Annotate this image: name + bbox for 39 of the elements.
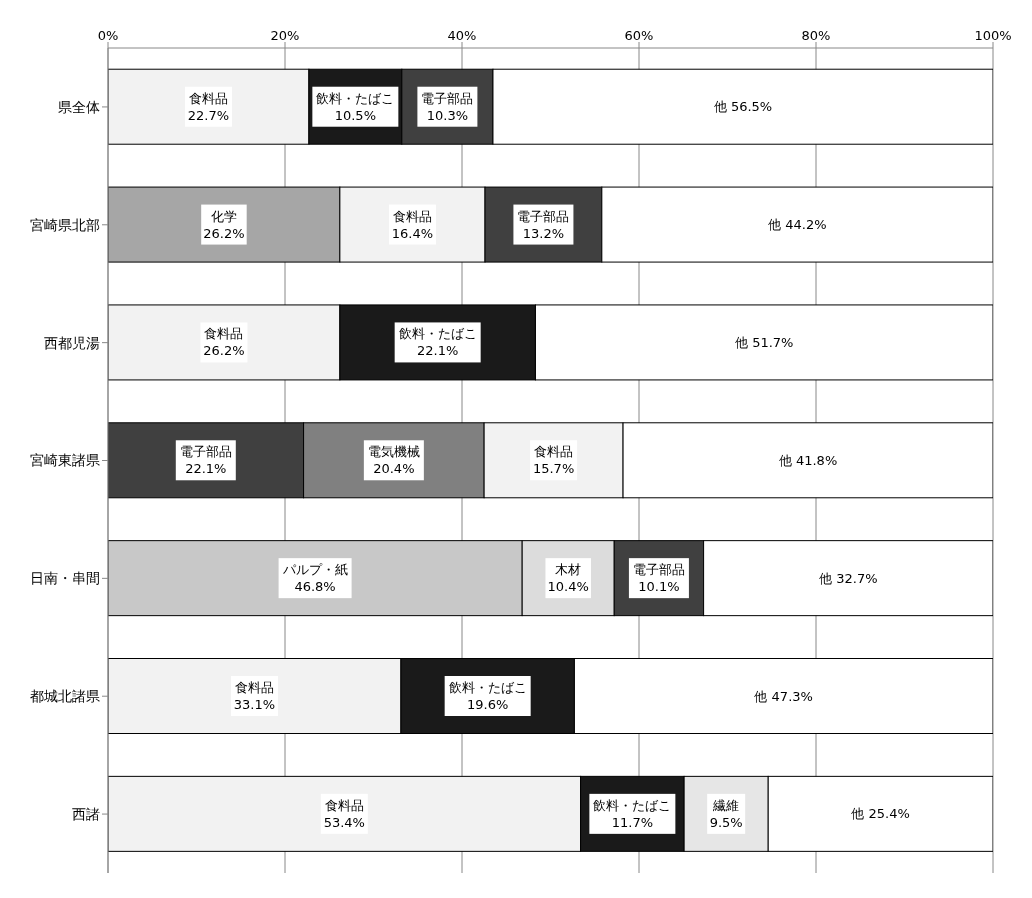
x-tick-label: 60% [624, 28, 654, 43]
data-label: 化学 26.2% [203, 208, 245, 241]
x-tick-label: 100% [974, 28, 1012, 43]
x-tick-label: 20% [270, 28, 300, 43]
data-label: 他 44.2% [768, 217, 827, 233]
data-label: 電子部品 10.3% [421, 90, 474, 123]
data-label: 電気機械 20.4% [367, 444, 420, 477]
data-label: 繊維 9.5% [709, 797, 743, 830]
data-label: 他 47.3% [754, 688, 813, 704]
data-label: 飲料・たばこ 22.1% [398, 326, 477, 359]
data-label: 電子部品 22.1% [179, 444, 232, 477]
data-label: パルプ・紙 46.8% [281, 562, 348, 595]
data-label: 電子部品 13.2% [517, 208, 570, 241]
y-tick-label: 西諸 [72, 806, 100, 823]
data-label: 他 41.8% [778, 452, 838, 468]
y-tick-label: 日南・串間 [30, 570, 100, 587]
data-label: 他 51.7% [735, 334, 794, 350]
data-label: 他 32.7% [819, 570, 878, 586]
y-tick-label: 西都児湯 [44, 334, 100, 351]
data-label: 木材 10.4% [547, 562, 589, 595]
data-label: 他 56.5% [713, 99, 773, 115]
data-label: 飲料・たばこ 10.5% [316, 90, 395, 123]
data-label: 食料品 53.4% [323, 797, 365, 830]
y-tick-label: 県全体 [58, 98, 100, 115]
data-label: 食料品 16.4% [391, 208, 434, 241]
data-label: 飲料・たばこ 11.7% [593, 797, 672, 830]
data-label: 他 25.4% [851, 806, 910, 822]
y-tick-label: 宮崎県北部 [30, 216, 100, 233]
data-label: 食料品 26.2% [203, 326, 245, 359]
x-tick-label: 40% [447, 28, 477, 43]
data-label: 食料品 15.7% [532, 444, 575, 477]
y-tick-label: 都城北諸県 [30, 688, 100, 705]
data-label: 食料品 33.1% [233, 680, 276, 712]
data-label: 飲料・たばこ 19.6% [448, 680, 527, 712]
data-label: 食料品 22.7% [187, 90, 230, 123]
x-tick-label: 80% [801, 28, 831, 43]
data-label: 電子部品 10.1% [632, 562, 685, 595]
y-tick-label: 宮崎東諸県 [30, 452, 100, 469]
x-tick-label: 0% [97, 28, 119, 43]
